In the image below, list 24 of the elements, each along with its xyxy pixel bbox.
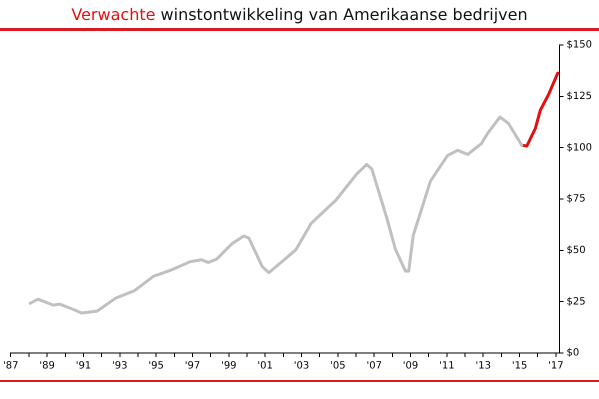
x-tick-label: '01	[257, 360, 273, 372]
x-tick-label: '07	[366, 360, 382, 372]
x-tick-label: '93	[112, 360, 128, 372]
x-tick-label: '87	[2, 360, 18, 372]
x-tick-label: '99	[221, 360, 237, 372]
y-tick-label: $100	[566, 142, 592, 154]
y-tick-label: $25	[566, 296, 586, 308]
x-tick-label: '15	[512, 360, 528, 372]
x-tick-label: '13	[475, 360, 491, 372]
x-tick-label: '03	[294, 360, 310, 372]
x-tick-label: '17	[548, 360, 564, 372]
y-tick-label: $150	[566, 40, 592, 51]
y-tick-label: $125	[566, 90, 592, 102]
x-tick-label: '97	[184, 360, 200, 372]
y-tick-label: $0	[566, 348, 580, 359]
x-tick-label: '91	[76, 360, 92, 372]
x-tick-label: '95	[148, 360, 164, 372]
chart-title: Verwachte winstontwikkeling van Amerikaanse bedrijven	[71, 4, 528, 24]
x-tick-label: '89	[39, 360, 55, 372]
y-tick-label: $50	[566, 244, 586, 256]
x-tick-label: '09	[402, 360, 418, 372]
x-tick-label: '11	[439, 360, 455, 372]
y-tick-label: $75	[566, 194, 586, 205]
x-tick-label: '05	[330, 360, 346, 372]
